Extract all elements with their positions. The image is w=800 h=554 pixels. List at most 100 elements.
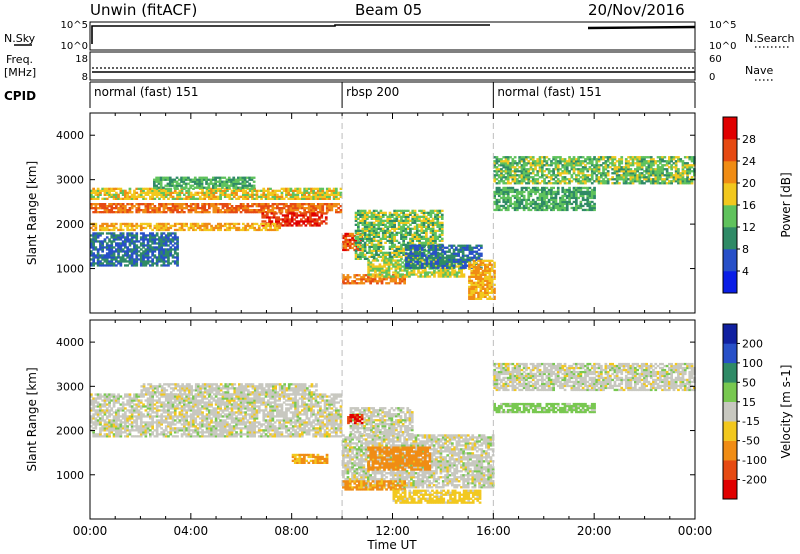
heatmap-cell	[202, 176, 206, 179]
heatmap-cell	[495, 188, 499, 192]
heatmap-cell	[142, 222, 145, 226]
heatmap-cell	[506, 188, 510, 192]
heatmap-cell	[522, 204, 526, 208]
heatmap-cell	[500, 196, 503, 200]
heatmap-cell	[99, 228, 102, 232]
heatmap-cell	[406, 217, 410, 220]
heatmap-cell	[242, 222, 245, 226]
heatmap-cell	[541, 202, 544, 206]
heatmap-cell	[568, 156, 571, 159]
heatmap-cell	[468, 289, 471, 292]
heatmap-cell	[418, 241, 421, 244]
heatmap-cell	[230, 178, 233, 181]
heatmap-cell	[167, 234, 170, 237]
heatmap-cell	[416, 248, 420, 251]
heatmap-cell	[509, 166, 512, 169]
heatmap-cell	[94, 191, 98, 194]
heatmap-cell	[366, 251, 369, 254]
heatmap-cell	[176, 236, 179, 239]
heatmap-cell	[316, 211, 320, 214]
heatmap-cell	[385, 259, 389, 262]
heatmap-cell	[378, 280, 382, 283]
heatmap-cell	[297, 220, 301, 223]
heatmap-cell	[556, 172, 560, 175]
heatmap-cell	[627, 166, 630, 169]
heatmap-cell	[246, 207, 250, 210]
heatmap-cell	[290, 212, 294, 215]
heatmap-cell	[584, 176, 587, 179]
heatmap-cell	[500, 208, 503, 212]
heatmap-cell	[232, 224, 236, 228]
heatmap-cell	[649, 168, 653, 171]
heatmap-cell	[618, 158, 621, 161]
heatmap-cell	[99, 205, 102, 208]
heatmap-cell	[173, 246, 177, 249]
heatmap-cell	[643, 158, 646, 161]
heatmap-cell	[541, 170, 544, 173]
heatmap-cell	[126, 195, 129, 198]
heatmap-cell	[359, 221, 362, 224]
heatmap-cell	[504, 170, 508, 173]
heatmap-cell	[183, 224, 186, 228]
heatmap-cell	[110, 207, 114, 210]
heatmap-cell	[568, 200, 571, 204]
heatmap-cell	[414, 266, 417, 269]
heatmap-cell	[212, 228, 216, 232]
heatmap-cell	[369, 263, 373, 266]
heatmap-cell	[309, 224, 312, 227]
heatmap-cell	[554, 162, 558, 165]
heatmap-cell	[221, 184, 224, 187]
heatmap-cell	[158, 203, 161, 206]
heatmap-cell	[554, 176, 558, 179]
heatmap-cell	[144, 264, 148, 267]
heatmap-cell	[504, 164, 508, 167]
heatmap-cell	[271, 191, 275, 194]
heatmap-cell	[661, 168, 664, 171]
heatmap-cell	[613, 158, 617, 161]
heatmap-cell	[373, 280, 377, 283]
heatmap-cell	[677, 174, 680, 177]
heatmap-cell	[119, 191, 123, 194]
heatmap-cell	[276, 207, 279, 210]
heatmap-cell	[604, 162, 608, 165]
heatmap-cell	[579, 204, 583, 208]
heatmap-cell	[130, 226, 134, 230]
heatmap-cell	[372, 249, 376, 252]
heatmap-cell	[437, 269, 441, 272]
heatmap-cell	[427, 256, 431, 259]
heatmap-cell	[418, 233, 421, 236]
heatmap-cell	[115, 250, 118, 253]
heatmap-cell	[367, 269, 370, 272]
heatmap-cell	[305, 207, 309, 210]
heatmap-cell	[105, 260, 109, 263]
heatmap-cell	[237, 176, 240, 179]
heatmap-cell	[565, 200, 569, 204]
heatmap-cell	[441, 244, 445, 247]
heatmap-cell	[310, 195, 313, 198]
heatmap-cell	[243, 178, 247, 181]
heatmap-cell	[656, 156, 660, 159]
heatmap-cell	[588, 168, 592, 171]
heatmap-cell	[504, 208, 508, 212]
heatmap-cell	[640, 166, 644, 169]
heatmap-cell	[654, 162, 658, 165]
heatmap-cell	[462, 275, 466, 278]
heatmap-cell	[638, 178, 642, 181]
heatmap-cell	[477, 281, 480, 284]
heatmap-cell	[94, 246, 98, 249]
heatmap-cell	[543, 190, 546, 194]
heatmap-cell	[495, 202, 499, 206]
heatmap-cell	[119, 228, 123, 232]
heatmap-cell	[424, 271, 427, 274]
heatmap-cell	[248, 226, 252, 230]
heatmap-cell	[588, 174, 592, 177]
heatmap-cell	[506, 178, 510, 181]
heatmap-cell	[173, 248, 177, 251]
heatmap-cell	[559, 200, 562, 204]
heatmap-cell	[228, 224, 232, 228]
heatmap-cell	[94, 232, 98, 235]
heatmap-cell	[105, 246, 109, 249]
heatmap-cell	[522, 158, 526, 161]
heatmap-cell	[486, 281, 489, 284]
heatmap-cell	[273, 224, 277, 228]
